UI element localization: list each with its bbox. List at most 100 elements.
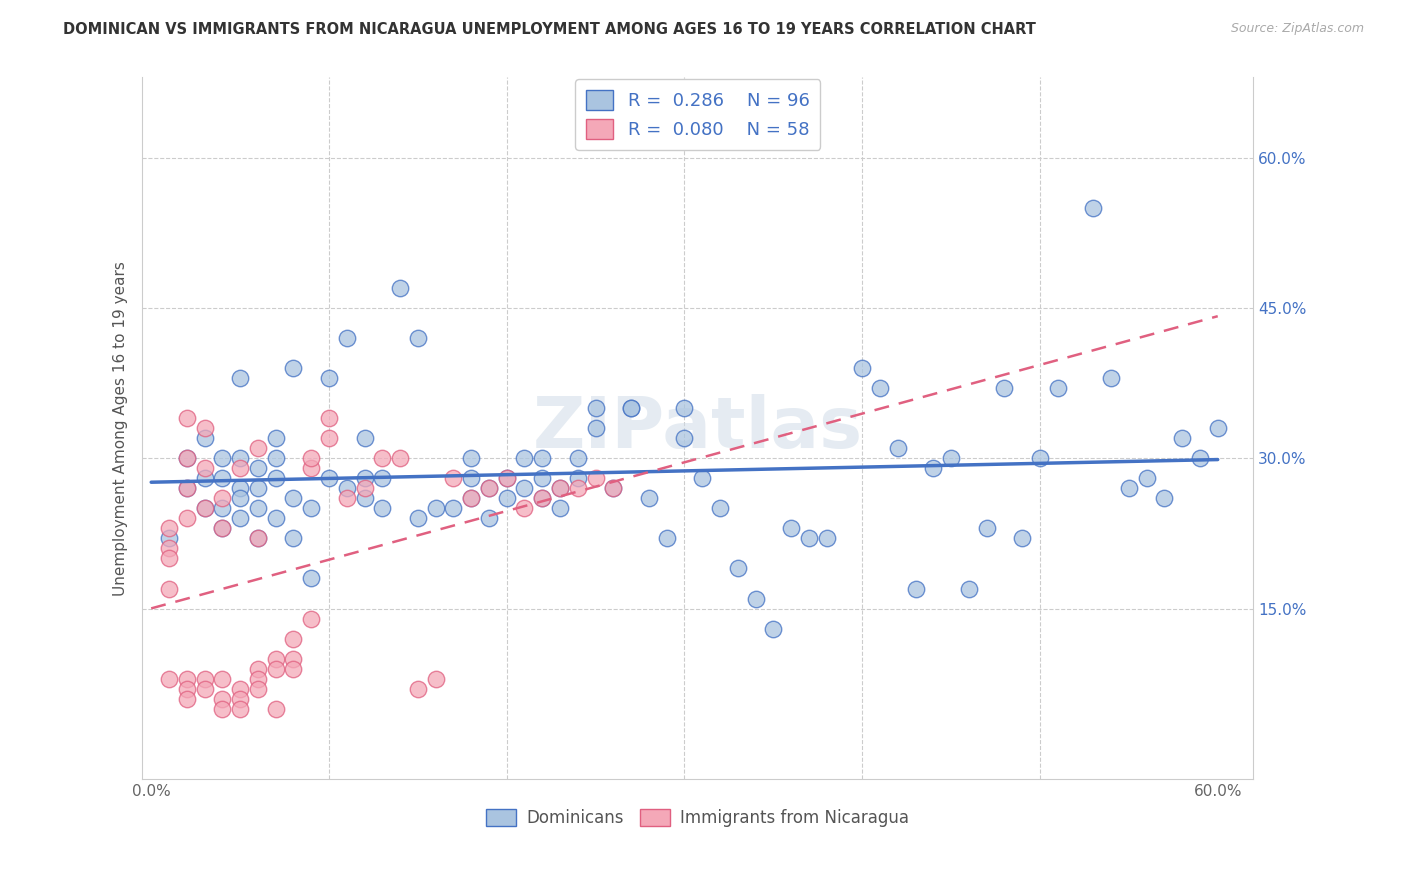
Point [406, 331, 429, 345]
Point [299, 572, 322, 586]
Point [229, 451, 252, 466]
Point [283, 361, 305, 376]
Y-axis label: Unemployment Among Ages 16 to 19 years: Unemployment Among Ages 16 to 19 years [114, 260, 128, 596]
Point [531, 491, 554, 506]
Point [229, 461, 252, 475]
Point [299, 611, 322, 625]
Point [993, 381, 1015, 395]
Point [229, 511, 252, 525]
Point [157, 672, 180, 686]
Point [513, 481, 536, 495]
Point [193, 471, 215, 485]
Point [425, 672, 447, 686]
Point [318, 411, 340, 425]
Point [211, 501, 233, 516]
Point [389, 451, 412, 466]
Point [585, 471, 607, 485]
Point [904, 582, 927, 596]
Point [353, 481, 375, 495]
Point [602, 481, 624, 495]
Point [353, 491, 375, 506]
Point [976, 521, 998, 535]
Point [318, 431, 340, 445]
Point [211, 521, 233, 535]
Point [513, 501, 536, 516]
Point [690, 471, 713, 485]
Point [548, 481, 571, 495]
Point [157, 582, 180, 596]
Point [353, 471, 375, 485]
Point [1046, 381, 1069, 395]
Point [246, 441, 269, 455]
Point [727, 561, 749, 575]
Point [246, 461, 269, 475]
Point [1011, 532, 1033, 546]
Point [229, 702, 252, 716]
Point [211, 702, 233, 716]
Point [246, 532, 269, 546]
Point [531, 491, 554, 506]
Point [531, 471, 554, 485]
Point [762, 622, 785, 636]
Point [176, 481, 198, 495]
Point [460, 491, 482, 506]
Point [620, 401, 643, 416]
Point [495, 471, 517, 485]
Point [531, 451, 554, 466]
Point [283, 662, 305, 676]
Point [602, 481, 624, 495]
Point [157, 532, 180, 546]
Point [176, 672, 198, 686]
Point [371, 471, 394, 485]
Point [176, 681, 198, 696]
Point [709, 501, 731, 516]
Text: Source: ZipAtlas.com: Source: ZipAtlas.com [1230, 22, 1364, 36]
Point [229, 691, 252, 706]
Point [1171, 431, 1194, 445]
Point [371, 501, 394, 516]
Point [193, 501, 215, 516]
Point [176, 451, 198, 466]
Point [1083, 201, 1105, 215]
Point [299, 461, 322, 475]
Point [1206, 421, 1229, 435]
Point [264, 511, 287, 525]
Point [460, 491, 482, 506]
Point [744, 591, 766, 606]
Point [211, 491, 233, 506]
Point [478, 481, 501, 495]
Point [585, 421, 607, 435]
Point [264, 662, 287, 676]
Point [655, 532, 678, 546]
Point [211, 471, 233, 485]
Text: ZIPatlas: ZIPatlas [533, 393, 863, 463]
Point [264, 702, 287, 716]
Point [229, 491, 252, 506]
Point [229, 371, 252, 385]
Point [211, 691, 233, 706]
Point [246, 532, 269, 546]
Point [318, 471, 340, 485]
Legend: Dominicans, Immigrants from Nicaragua: Dominicans, Immigrants from Nicaragua [479, 802, 917, 834]
Point [193, 681, 215, 696]
Point [371, 451, 394, 466]
Point [1153, 491, 1175, 506]
Point [211, 521, 233, 535]
Point [283, 491, 305, 506]
Point [336, 481, 359, 495]
Point [193, 461, 215, 475]
Point [176, 511, 198, 525]
Point [157, 521, 180, 535]
Point [1029, 451, 1052, 466]
Point [548, 481, 571, 495]
Point [246, 501, 269, 516]
Point [229, 481, 252, 495]
Point [441, 471, 464, 485]
Point [460, 451, 482, 466]
Point [283, 532, 305, 546]
Point [441, 501, 464, 516]
Point [567, 451, 589, 466]
Point [336, 491, 359, 506]
Point [229, 681, 252, 696]
Point [887, 441, 910, 455]
